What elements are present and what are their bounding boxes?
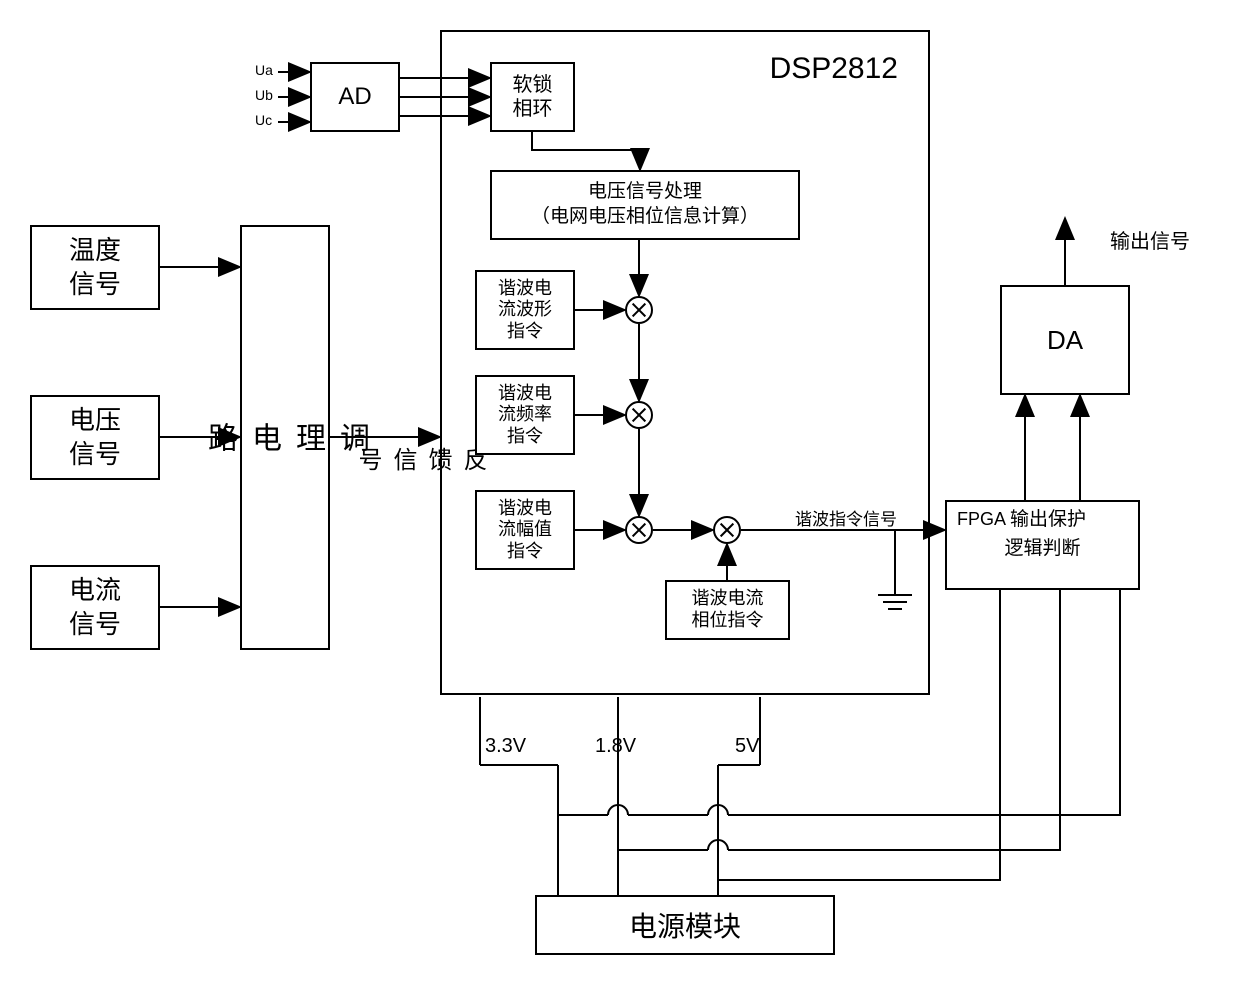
mult-3: [625, 516, 653, 544]
vproc-l1: 电压信号处理: [588, 180, 702, 205]
v33-label: 3.3V: [485, 735, 526, 758]
fpga-box: FPGA 输出保护 逻辑判断: [945, 500, 1140, 590]
fpga-l1: FPGA: [957, 508, 1006, 533]
volt-label: 电压 信号: [69, 404, 121, 472]
fpga-l2: 输出保护: [1010, 508, 1086, 533]
softpll-label: 软锁 相环: [513, 73, 553, 121]
fpga-l3: 逻辑判断: [1004, 537, 1080, 562]
conditioning-box: 调 理 电 路: [240, 225, 330, 650]
feedback-label-box: 反 馈 信 号: [400, 370, 440, 550]
v18-label: 1.8V: [595, 735, 636, 758]
uc-label: Uc: [255, 112, 272, 128]
curr-signal-box: 电流 信号: [30, 565, 160, 650]
conditioning-label: 调 理 电 路: [197, 422, 373, 454]
harm-amp-label: 谐波电 流幅值 指令: [498, 498, 552, 563]
output-label: 输出信号: [1110, 225, 1190, 254]
dsp-title: DSP2812: [770, 52, 898, 86]
psu-box: 电源模块: [535, 895, 835, 955]
harm-wave-label: 谐波电 流波形 指令: [498, 278, 552, 343]
curr-label: 电流 信号: [69, 574, 121, 642]
temp-signal-box: 温度 信号: [30, 225, 160, 310]
vproc-box: 电压信号处理 （电网电压相位信息计算）: [490, 170, 800, 240]
harm-phase-box: 谐波电流 相位指令: [665, 580, 790, 640]
psu-label: 电源模块: [629, 905, 741, 945]
harm-amp-box: 谐波电 流幅值 指令: [475, 490, 575, 570]
temp-label: 温度 信号: [69, 234, 121, 302]
da-box: DA: [1000, 285, 1130, 395]
feedback-label: 反 馈 信 号: [350, 447, 490, 473]
harm-cmd-signal-label: 谐波指令信号: [795, 505, 897, 530]
ua-label: Ua: [255, 62, 273, 78]
da-label: DA: [1047, 325, 1083, 356]
vproc-l2: （电网电压相位信息计算）: [531, 205, 759, 230]
harm-freq-box: 谐波电 流频率 指令: [475, 375, 575, 455]
softpll-box: 软锁 相环: [490, 62, 575, 132]
ub-label: Ub: [255, 87, 273, 103]
ad-box: AD: [310, 62, 400, 132]
harm-phase-label: 谐波电流 相位指令: [692, 588, 764, 631]
harm-freq-label: 谐波电 流频率 指令: [498, 383, 552, 448]
v5-label: 5V: [735, 735, 759, 758]
mult-4: [713, 516, 741, 544]
volt-signal-box: 电压 信号: [30, 395, 160, 480]
harm-wave-box: 谐波电 流波形 指令: [475, 270, 575, 350]
ad-label: AD: [338, 83, 371, 111]
mult-1: [625, 296, 653, 324]
mult-2: [625, 401, 653, 429]
